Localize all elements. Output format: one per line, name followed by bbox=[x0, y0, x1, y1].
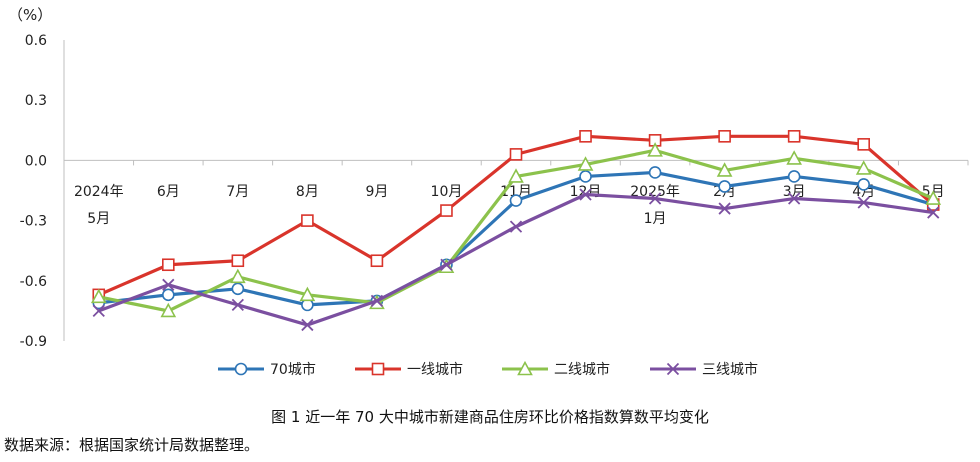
data-point bbox=[160, 302, 177, 318]
data-point bbox=[230, 268, 246, 284]
data-point bbox=[718, 202, 731, 215]
x-tick-label: 10月 bbox=[431, 184, 463, 200]
data-point bbox=[857, 178, 870, 191]
legend-marker bbox=[666, 362, 680, 376]
legend-item: 70城市 bbox=[218, 361, 316, 378]
data-point bbox=[301, 318, 314, 332]
data-point bbox=[647, 142, 663, 157]
series-1 bbox=[92, 166, 940, 312]
x-tick-label: 3月 bbox=[783, 184, 806, 200]
y-tick-label: 0.0 bbox=[25, 153, 47, 169]
y-tick-label: -0.6 bbox=[20, 274, 47, 290]
x-tick-label: 12月 bbox=[570, 184, 602, 200]
legend-marker bbox=[517, 360, 533, 376]
y-tick-label: 0.6 bbox=[25, 33, 47, 49]
legend-label: 二线城市 bbox=[554, 361, 610, 378]
data-point bbox=[92, 304, 105, 318]
data-point bbox=[788, 192, 801, 205]
data-point bbox=[231, 282, 245, 296]
data-point bbox=[509, 220, 523, 233]
x-tick-label: 6月 bbox=[157, 184, 180, 200]
x-tick-label: 2025年 bbox=[630, 184, 680, 200]
data-point bbox=[927, 206, 940, 219]
data-point bbox=[162, 258, 175, 272]
series-4 bbox=[92, 188, 940, 332]
legend-item: 二线城市 bbox=[502, 360, 610, 378]
data-point bbox=[162, 278, 175, 291]
data-source-note: 数据来源：根据国家统计局数据整理。 bbox=[4, 436, 260, 454]
data-point bbox=[370, 254, 384, 268]
data-point bbox=[509, 148, 523, 161]
data-point bbox=[231, 298, 244, 312]
data-point bbox=[787, 130, 801, 143]
data-point bbox=[440, 258, 453, 271]
data-point bbox=[925, 190, 942, 205]
x-tick-label: 1月 bbox=[644, 211, 667, 227]
y-tick-label: -0.3 bbox=[20, 214, 47, 230]
x-tick-label: 7月 bbox=[226, 184, 249, 200]
legend-item: 一线城市 bbox=[355, 361, 463, 378]
data-point bbox=[162, 288, 175, 302]
data-point bbox=[786, 150, 802, 165]
data-point bbox=[855, 160, 872, 175]
data-point bbox=[508, 168, 524, 183]
legend-marker bbox=[234, 362, 248, 376]
y-tick-label: -0.9 bbox=[20, 334, 47, 350]
legend-item: 三线城市 bbox=[650, 361, 758, 378]
data-point bbox=[579, 170, 592, 183]
y-tick-label: 0.3 bbox=[25, 93, 47, 109]
figure-caption: 图 1 近一年 70 大中城市新建商品住房环比价格指数算数平均变化 bbox=[271, 408, 709, 426]
data-point bbox=[648, 166, 662, 179]
data-point bbox=[787, 170, 801, 183]
data-point bbox=[718, 180, 731, 193]
legend-marker bbox=[371, 362, 385, 376]
line-chart-svg: （%） 0.6 0.3 0.0 -0.3 -0.6 -0.9 2024年 5月 6月 7月 8月 9月 1… bbox=[8, 6, 969, 378]
y-axis-unit-label: （%） bbox=[8, 6, 52, 24]
data-point bbox=[509, 194, 523, 207]
data-point bbox=[301, 214, 314, 227]
chart: （%） 0.6 0.3 0.0 -0.3 -0.6 -0.9 2024年 5月 6月 7月 8月 9月 1… bbox=[8, 6, 969, 378]
x-tick-label: 4月 bbox=[852, 184, 875, 200]
series-2 bbox=[92, 130, 940, 302]
data-point bbox=[857, 138, 870, 151]
data-point bbox=[579, 188, 592, 201]
data-point bbox=[299, 286, 316, 302]
x-tick-label: 8月 bbox=[296, 184, 319, 200]
data-point bbox=[648, 192, 662, 205]
x-tick-label: 9月 bbox=[365, 184, 388, 200]
legend-label: 三线城市 bbox=[702, 361, 758, 378]
data-point bbox=[579, 130, 592, 143]
data-point bbox=[577, 156, 594, 171]
data-point bbox=[716, 162, 733, 177]
x-tick-label: 2024年 bbox=[74, 184, 124, 200]
data-point bbox=[718, 130, 731, 143]
data-point bbox=[90, 288, 107, 304]
x-tick-label: 5月 bbox=[87, 211, 110, 227]
legend-label: 一线城市 bbox=[407, 361, 463, 378]
data-point bbox=[857, 196, 870, 209]
legend-label: 70城市 bbox=[270, 361, 316, 378]
data-point bbox=[440, 204, 453, 217]
data-point bbox=[231, 254, 245, 268]
series-line bbox=[98, 192, 934, 327]
data-point bbox=[370, 294, 384, 308]
